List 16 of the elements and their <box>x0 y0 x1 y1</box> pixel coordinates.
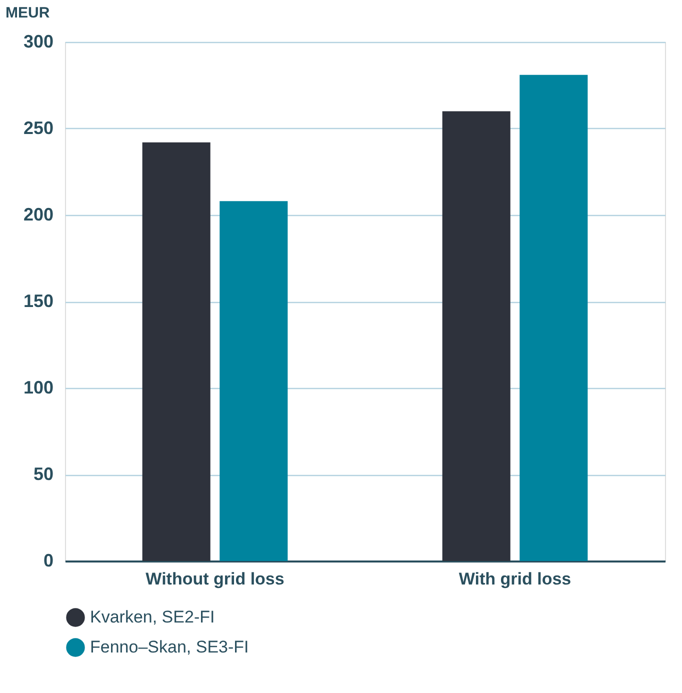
bar <box>142 142 210 561</box>
y-tick-label: 200 <box>23 204 54 224</box>
bar <box>520 74 588 561</box>
y-tick-label: 50 <box>33 464 54 484</box>
bar <box>442 111 510 561</box>
y-tick-label: 100 <box>23 378 54 398</box>
x-tick-label: Without grid loss <box>146 570 284 588</box>
y-tick-label: 300 <box>23 32 54 52</box>
x-tick-label: With grid loss <box>458 570 572 588</box>
y-tick-label: 250 <box>23 118 54 138</box>
legend-label: Fenno–Skan, SE3-FI <box>90 638 249 656</box>
legend-label: Kvarken, SE2-FI <box>90 608 215 626</box>
y-tick-label: 0 <box>43 550 54 570</box>
bar <box>220 201 288 561</box>
y-axis-title: MEUR <box>6 4 50 22</box>
y-tick-label: 150 <box>23 291 54 311</box>
